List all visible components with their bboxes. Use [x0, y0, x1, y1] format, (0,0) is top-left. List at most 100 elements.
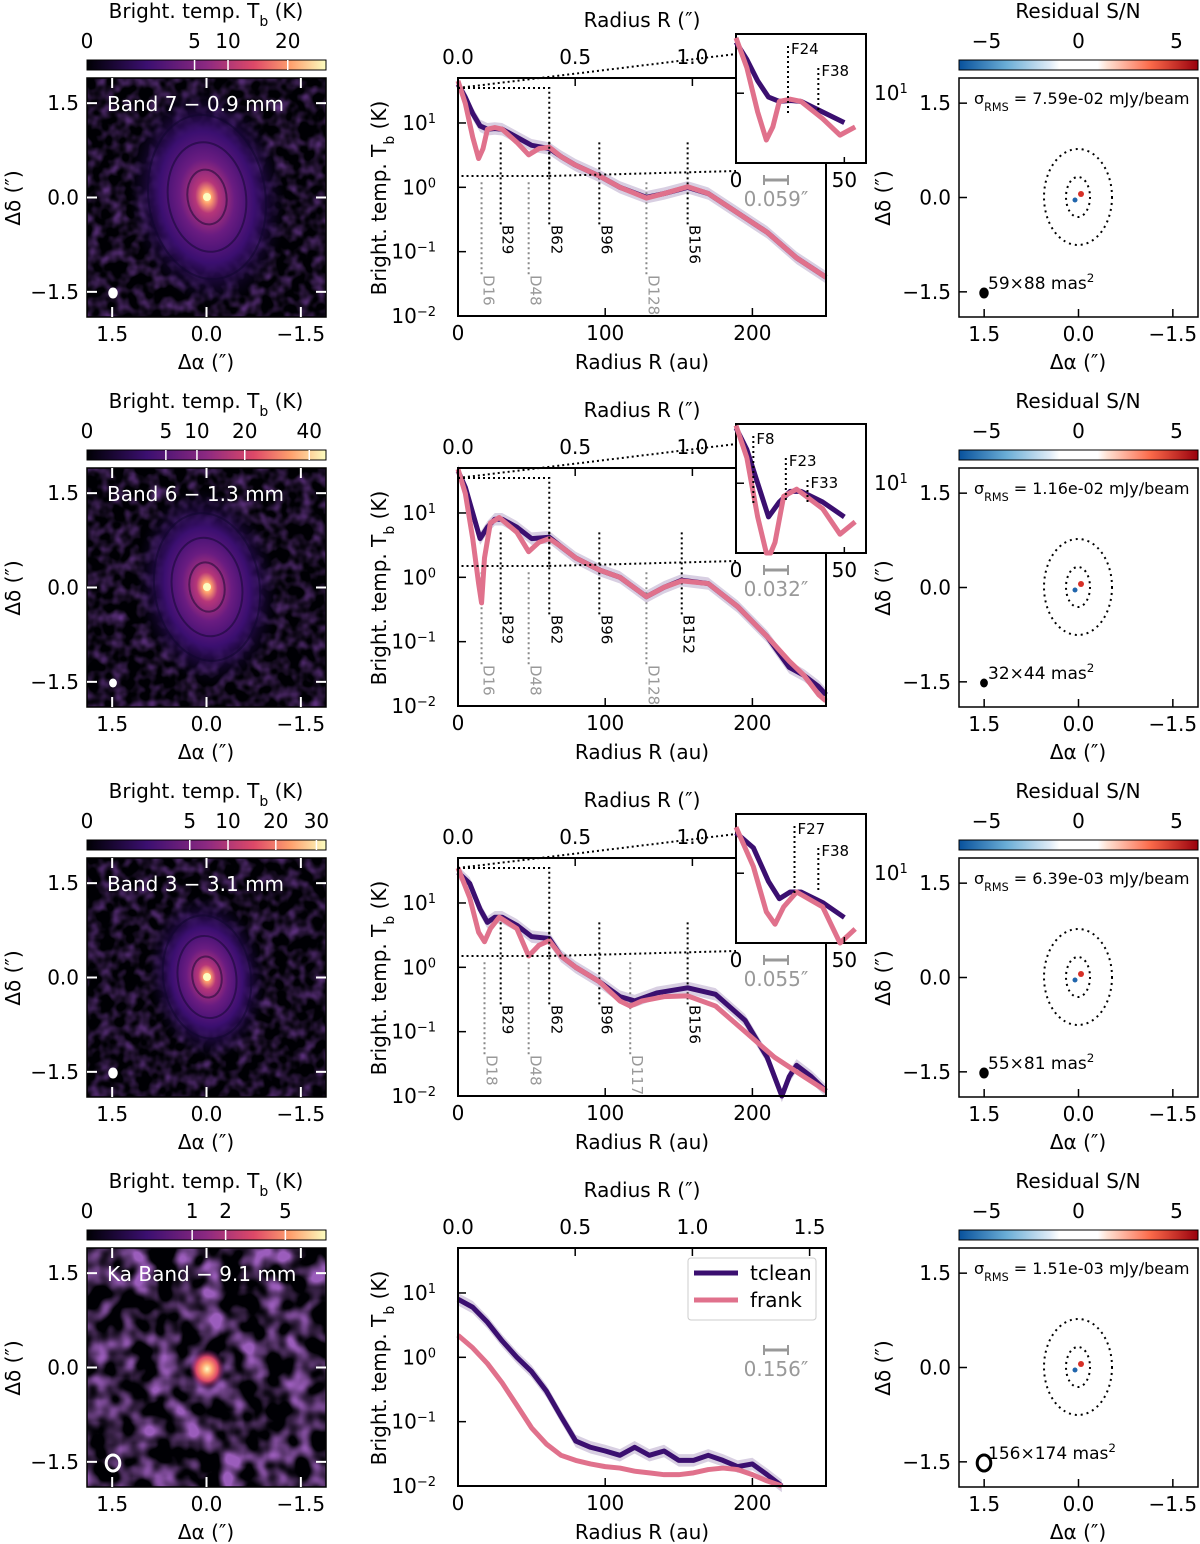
zoom-connector — [549, 950, 737, 957]
top-tick-label: 0.0 — [442, 825, 474, 849]
residual-contour — [1043, 928, 1113, 1026]
top-tick-label: 1.0 — [676, 1215, 708, 1239]
y-axis-label: Bright. temp. Tb (K) — [367, 1271, 398, 1466]
x-tick-label: 200 — [733, 321, 771, 345]
y-tick-label: 0.0 — [47, 966, 79, 990]
residual-blob — [1078, 191, 1084, 197]
y-axis-label: Δδ (″) — [871, 950, 895, 1005]
residual-colorbar-tick-label: 5 — [1170, 29, 1183, 53]
disk-gap — [176, 934, 238, 1020]
residual-blob — [1072, 977, 1078, 983]
x-tick-label: −1.5 — [277, 1102, 326, 1126]
x-tick-label: 1.5 — [96, 712, 128, 736]
beam-size-label: 156×174 mas2 — [988, 1441, 1116, 1464]
y-tick-label: −1.5 — [902, 1060, 951, 1084]
y-tick-label: 0.0 — [47, 1356, 79, 1380]
colorbar-title: Bright. temp. Tb (K) — [109, 389, 304, 420]
residual-beam-ellipse — [979, 1067, 989, 1079]
image-panel: Bright. temp. Tb (K) 0 5 10 20 40 1.5 1.5 0.0 0.0… — [1, 389, 327, 764]
residual-colorbar — [958, 1229, 1199, 1241]
x-tick-label: −1.5 — [1149, 712, 1198, 736]
inset-x-tick-label: 50 — [832, 948, 857, 972]
x-tick-label: 0.0 — [191, 1102, 223, 1126]
y-axis-label: Δδ (″) — [871, 560, 895, 615]
y-tick-label: −1.5 — [30, 670, 79, 694]
colorbar-tick-label: 30 — [304, 809, 329, 833]
zoom-box — [457, 87, 551, 177]
disk-center — [203, 583, 211, 591]
y-tick-label: 10−1 — [391, 1020, 436, 1044]
sigma-rms-label: σRMS = 1.51e-03 mJy/beam — [974, 1259, 1190, 1284]
residual-title: Residual S/N — [1015, 389, 1140, 413]
x-tick-label: 100 — [586, 321, 624, 345]
ring-label: B152 — [680, 615, 698, 654]
y-tick-label: −1.5 — [30, 1060, 79, 1084]
top-tick-label: 1.0 — [676, 45, 708, 69]
residual-beam-ellipse — [975, 1453, 993, 1473]
colorbar-tick-label: 10 — [215, 809, 240, 833]
disk-emission — [189, 1349, 225, 1389]
colorbar — [86, 449, 327, 461]
y-tick-label: 10−2 — [391, 694, 436, 718]
gap-label: D117 — [628, 1055, 646, 1095]
disk-gap — [188, 561, 226, 613]
residual-colorbar-tick-label: 5 — [1170, 419, 1183, 443]
ring-label: B62 — [547, 225, 565, 254]
x-tick-label: 0.0 — [191, 322, 223, 346]
colorbar-tick-label: 0 — [81, 419, 94, 443]
disk-gap — [152, 512, 262, 662]
x-tick-label: −1.5 — [1149, 322, 1198, 346]
zoom-connector — [549, 170, 737, 177]
profile-panel: Radius R (″) Radius R (au) Bright. temp. T… — [367, 1178, 827, 1544]
x-tick-label: −1.5 — [277, 322, 326, 346]
x-tick-label: 1.5 — [96, 1492, 128, 1516]
y-tick-label: 100 — [402, 1345, 436, 1369]
colorbar-tick-label: 0 — [81, 1199, 94, 1223]
residual-blob — [1072, 1367, 1078, 1373]
residual-colorbar-tick-label: 0 — [1072, 29, 1085, 53]
beam-size-label: 32×44 mas2 — [988, 661, 1094, 684]
ring-label: B29 — [499, 615, 517, 644]
band-label: Band 3 − 3.1 mm — [107, 872, 284, 896]
x-axis-label: Radius R (au) — [575, 740, 709, 764]
residual-blob — [1078, 581, 1084, 587]
residual-title: Residual S/N — [1015, 1169, 1140, 1193]
x-axis-label: Δα (″) — [178, 740, 234, 764]
colorbar-tick-label: 5 — [183, 809, 196, 833]
y-tick-label: 10−1 — [391, 240, 436, 264]
y-tick-label: 10−2 — [391, 1084, 436, 1108]
x-tick-label: −1.5 — [1149, 1102, 1198, 1126]
scale-bar-label: 0.156″ — [744, 1357, 809, 1381]
inset-series-tclean — [733, 426, 846, 520]
disk-gap — [161, 914, 253, 1040]
colorbar-tick-label: 5 — [279, 1199, 292, 1223]
series-frank — [455, 468, 828, 703]
y-axis-label: Δδ (″) — [1, 560, 25, 615]
top-tick-label: 0.5 — [559, 1215, 591, 1239]
residual-colorbar-tick-label: 0 — [1072, 809, 1085, 833]
x-axis-label: Δα (″) — [178, 1520, 234, 1544]
y-tick-label: 1.5 — [47, 1261, 79, 1285]
zoom-connector — [549, 560, 737, 567]
x-tick-label: 0.0 — [191, 712, 223, 736]
y-tick-label: 101 — [402, 891, 436, 915]
band-label: Band 6 − 1.3 mm — [107, 482, 284, 506]
y-axis-label: Bright. temp. Tb (K) — [367, 491, 398, 686]
residual-colorbar-tick-label: −5 — [972, 419, 1001, 443]
beam-ellipse — [104, 1453, 122, 1473]
colorbar-title: Bright. temp. Tb (K) — [109, 0, 304, 30]
colorbar — [86, 839, 327, 851]
inset-x-tick-label: 50 — [832, 558, 857, 582]
residual-panel: Residual S/N −5 0 5 1.5 1.5 0.0 0.0 −1.5 −1.5 Δα (… — [871, 389, 1199, 764]
y-tick-label: 0.0 — [919, 576, 951, 600]
colorbar-tick-label: 5 — [160, 419, 173, 443]
legend-label-tclean: tclean — [750, 1261, 812, 1285]
top-tick-label: 1.0 — [676, 435, 708, 459]
gap-label: D48 — [527, 1055, 545, 1086]
top-axis-label: Radius R (″) — [584, 1178, 701, 1202]
y-tick-label: 1.5 — [47, 481, 79, 505]
residual-colorbar — [958, 449, 1199, 461]
x-tick-label: 1.5 — [968, 712, 1000, 736]
band-label: Ka Band − 9.1 mm — [107, 1262, 296, 1286]
